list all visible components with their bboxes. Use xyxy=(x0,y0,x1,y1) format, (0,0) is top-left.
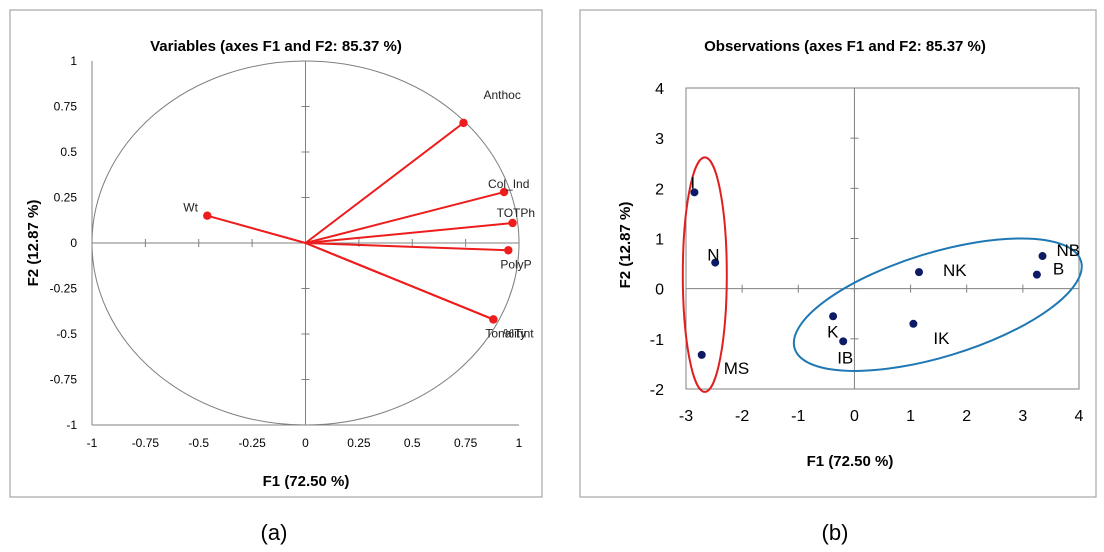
panel-a-chart: Variables (axes F1 and F2: 85.37 %) F1 (… xyxy=(9,9,543,498)
panel-a-y-axis-label: F2 (12.87 %) xyxy=(25,200,42,287)
point-label-anthoc: Anthoc xyxy=(483,88,520,102)
panel-b-x-tick-label: 4 xyxy=(1075,408,1084,425)
observation-ms xyxy=(697,350,706,359)
panel-b-x-tick-label: -1 xyxy=(791,408,805,425)
point-label-totph: TOTPh xyxy=(497,206,535,220)
observation-label-ik: IK xyxy=(933,329,950,348)
panel-b-y-tick-label: -1 xyxy=(650,332,664,349)
panel-a-x-tick-label: -1 xyxy=(87,436,98,450)
panel-b-y-tick-label: 1 xyxy=(655,232,664,249)
point-label-tint: %Tint xyxy=(503,326,534,340)
observation-label-n: N xyxy=(707,246,719,265)
observation-label-b: B xyxy=(1053,260,1064,279)
point-label-col-ind: Col_Ind xyxy=(488,177,529,191)
panel-a-y-tick-label: 1 xyxy=(70,54,77,68)
panel-a-x-tick-label: 1 xyxy=(516,436,523,450)
panel-a-x-axis-label: F1 (72.50 %) xyxy=(263,473,350,490)
panel-a-plot-area: -1 -0.75 -0.5 -0.25 0 0.25 0.5 0.75 1 1 0.75 0.5 0.2… xyxy=(50,54,535,450)
panel-b-y-tick-label: 3 xyxy=(655,131,664,148)
observation-label-ms: MS xyxy=(724,359,750,378)
panel-b-y-tick-label: 4 xyxy=(655,81,664,98)
vector-totph xyxy=(305,221,513,244)
panel-a-x-tick-label: 0.5 xyxy=(404,436,421,450)
observation-b xyxy=(1032,270,1041,279)
panel-a-x-tick-label: 0.75 xyxy=(454,436,478,450)
point-wt xyxy=(203,211,212,220)
panel-b-title: Observations (axes F1 and F2: 85.37 %) xyxy=(704,38,986,55)
point-col-ind xyxy=(499,187,509,197)
panel-b-x-axis-label: F1 (72.50 %) xyxy=(807,453,894,470)
observation-i xyxy=(690,188,699,197)
observation-label-i: I xyxy=(690,173,695,192)
panel-a-x-tick-label: -0.25 xyxy=(238,436,266,450)
point-label-wt: Wt xyxy=(183,201,198,215)
panel-b-x-tick-label: 1 xyxy=(906,408,915,425)
observation-nk xyxy=(914,268,923,277)
panel-b-chart: Observations (axes F1 and F2: 85.37 %) F… xyxy=(579,9,1097,498)
panel-a-frame xyxy=(9,9,543,498)
panel-a-y-tick-label: -1 xyxy=(66,418,77,432)
observation-label-nk: NK xyxy=(943,261,967,280)
panel-b-x-tick-label: -2 xyxy=(735,408,749,425)
point-tint xyxy=(489,315,498,324)
panel-a-x-tick-label: -0.5 xyxy=(188,436,209,450)
observation-label-k: K xyxy=(827,322,839,341)
observation-k xyxy=(829,312,838,321)
panel-b-x-tick-label: 3 xyxy=(1018,408,1027,425)
panel-b-y-tick-label: 2 xyxy=(655,181,664,198)
panel-a-y-tick-label: -0.25 xyxy=(50,282,78,296)
panel-b-x-tick-label: 2 xyxy=(962,408,971,425)
observation-label-nb: NB xyxy=(1057,241,1081,260)
point-anthoc xyxy=(459,118,468,128)
panel-a-y-tick-label: -0.75 xyxy=(50,373,78,387)
panel-a-caption: (a) xyxy=(261,520,288,545)
panel-a-x-tick-label: 0.25 xyxy=(347,436,371,450)
observation-ib xyxy=(839,337,848,346)
panel-b-caption: (b) xyxy=(822,520,849,545)
group-ellipse-1 xyxy=(681,156,728,393)
observation-n xyxy=(711,258,720,267)
panel-b-x-tick-label: -3 xyxy=(679,408,693,425)
observation-nb xyxy=(1038,252,1047,261)
panel-a-y-tick-label: 0.25 xyxy=(54,191,78,205)
panel-a-y-tick-label: 0.5 xyxy=(60,145,77,159)
observation-label-ib: IB xyxy=(837,348,853,367)
observation-ik xyxy=(909,319,918,328)
panel-a-x-tick-label: 0 xyxy=(302,436,309,450)
vector-polyp xyxy=(305,242,509,252)
panel-a-y-tick-label: 0.75 xyxy=(54,100,78,114)
point-polyp xyxy=(504,246,513,255)
panel-a-y-tick-label: 0 xyxy=(70,236,77,250)
panel-b-y-tick-label: -2 xyxy=(650,382,664,399)
point-label-polyp: PolyP xyxy=(500,257,531,271)
panel-a-y-tick-label: -0.5 xyxy=(56,327,77,341)
vector-col-ind xyxy=(305,191,505,244)
panel-a-title: Variables (axes F1 and F2: 85.37 %) xyxy=(150,38,402,55)
panel-b-plot-frame xyxy=(685,87,1080,390)
panel-a-x-tick-label: -0.75 xyxy=(132,436,160,450)
panel-b-y-tick-label: 0 xyxy=(655,282,664,299)
panel-b-plot-area: -3 -2 -1 0 1 2 3 4 4 3 2 1 0 -1 -2 I N MS K IB NK IK NBB xyxy=(650,81,1084,425)
point-totph xyxy=(508,218,517,228)
panel-b-frame xyxy=(579,9,1097,498)
vector-tint xyxy=(305,242,494,321)
vector-anthoc xyxy=(304,122,465,244)
vector-wt xyxy=(207,214,306,244)
point-label-tonality: Tonality xyxy=(485,326,526,340)
panel-b-y-axis-label: F2 (12.87 %) xyxy=(617,202,634,289)
group-ellipse-2 xyxy=(792,237,1083,372)
panel-b-x-tick-label: 0 xyxy=(850,408,859,425)
